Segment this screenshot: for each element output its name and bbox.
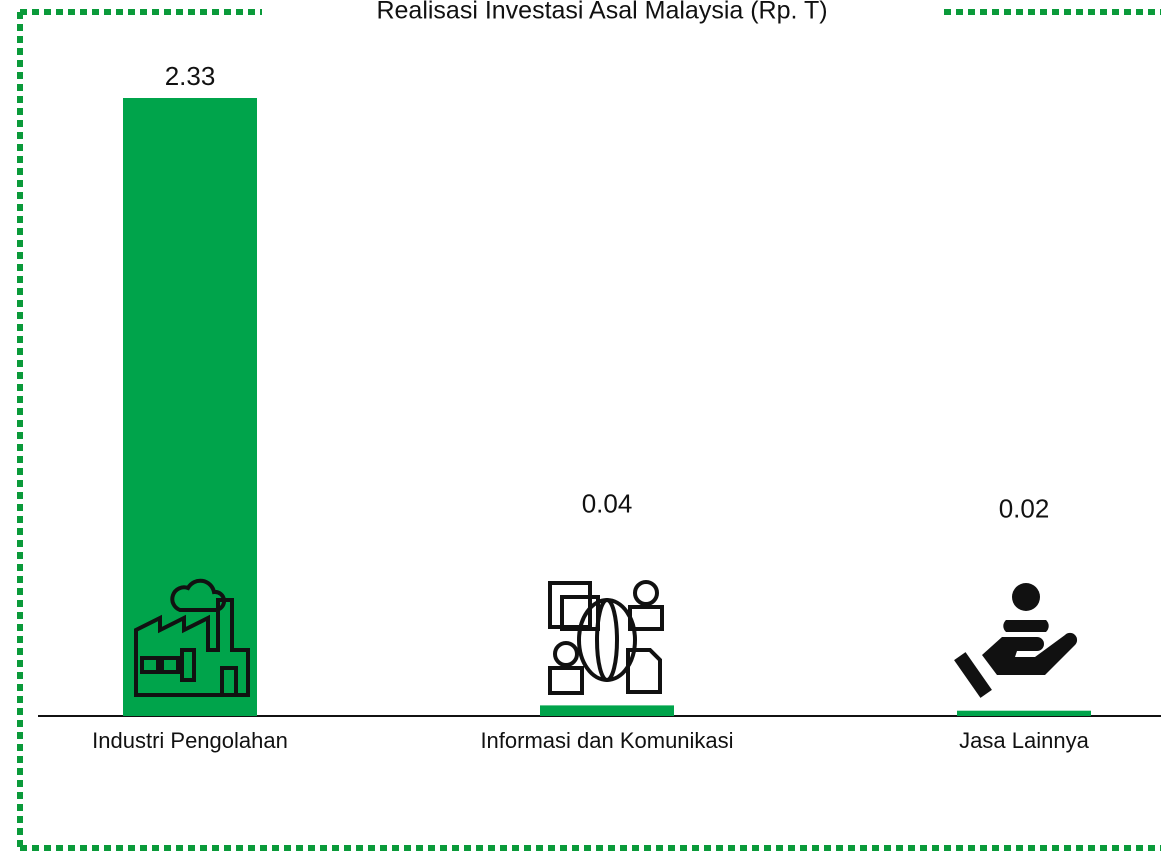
x-tick-label: Informasi dan Komunikasi: [480, 728, 733, 753]
factory-icon: [134, 578, 250, 697]
x-tick-label: Jasa Lainnya: [959, 728, 1089, 753]
value-label: 0.04: [582, 488, 633, 518]
chart-title: Realisasi Investasi Asal Malaysia (Rp. T…: [376, 0, 827, 25]
value-label: 0.02: [999, 494, 1050, 524]
value-label: 2.33: [165, 61, 216, 91]
bar: [123, 98, 257, 716]
bar: [957, 710, 1091, 716]
bars: [123, 98, 1091, 716]
hand-icon: [954, 583, 1078, 698]
x-tick-label: Industri Pengolahan: [92, 728, 288, 753]
bar: [540, 705, 674, 716]
network-icon: [548, 580, 664, 695]
title-gap: [262, 0, 942, 26]
